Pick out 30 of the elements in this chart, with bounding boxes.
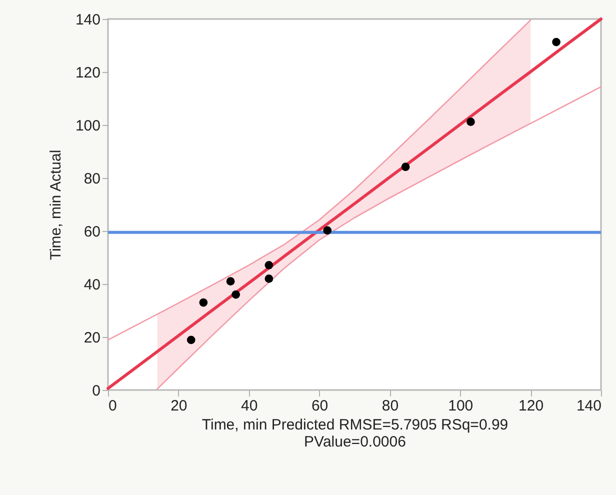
x-tick-label: 100: [448, 398, 474, 414]
y-tick-label: 40: [84, 276, 100, 294]
line-series: [107, 19, 532, 341]
line-series: [156, 86, 602, 390]
point: [323, 226, 332, 235]
x-axis-title: Time, min Predicted RMSE=5.7905 RSq=0.99 PValue=0.0006: [202, 416, 508, 450]
point: [199, 298, 208, 307]
x-tick-label: 20: [170, 398, 188, 414]
point: [264, 261, 274, 270]
y-tick-label: 60: [84, 224, 100, 240]
y-axis-title: Time, min Actual: [47, 150, 64, 260]
y-tick-label: 80: [84, 170, 100, 188]
x-tick-label: 140: [576, 398, 602, 414]
point: [264, 274, 274, 283]
point: [232, 290, 240, 299]
point: [552, 38, 560, 46]
point: [226, 277, 235, 286]
y-tick-label: 0: [92, 382, 100, 400]
x-tick-label: 120: [518, 398, 544, 414]
x-tick-label: 0: [108, 398, 117, 414]
y-tick-label: 120: [75, 64, 100, 82]
x-tick-label: 40: [241, 398, 258, 414]
x-tick-label: 60: [311, 398, 328, 414]
point: [186, 336, 196, 344]
x-tick-label: 80: [382, 398, 399, 414]
point: [466, 118, 475, 126]
y-tick-label: 20: [84, 330, 100, 346]
y-tick-label: 100: [75, 118, 100, 134]
y-tick-label: 140: [75, 12, 100, 28]
point: [401, 162, 410, 172]
